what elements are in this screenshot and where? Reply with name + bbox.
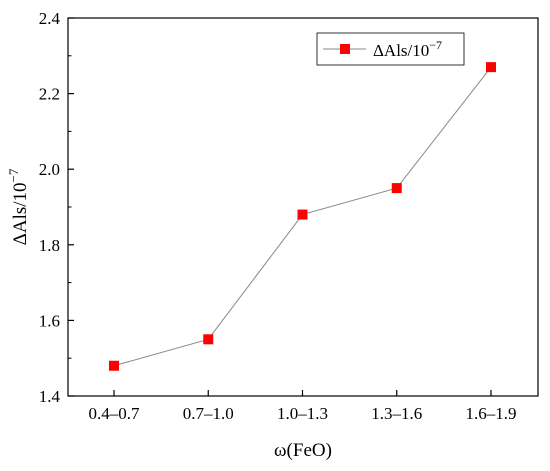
- y-tick-label: 1.6: [39, 311, 60, 330]
- y-tick-label: 1.4: [39, 387, 61, 406]
- y-tick-label: 2.4: [39, 9, 61, 28]
- data-point: [486, 62, 496, 73]
- series-layer: [109, 62, 496, 371]
- y-tick-label: 2.2: [39, 85, 60, 104]
- legend: ΔAls/10−7: [316, 32, 465, 66]
- x-axis-label: ω(FeO): [274, 440, 332, 461]
- data-point: [203, 334, 214, 345]
- legend-marker: [340, 44, 350, 54]
- x-tick-label: 1.3–1.6: [371, 404, 422, 423]
- y-tick-label: 2.0: [39, 160, 60, 179]
- y-axis: 1.4 1.6 1.8 2.0 2.2 2.4: [39, 9, 74, 406]
- x-tick-label: 0.7–1.0: [183, 404, 234, 423]
- data-point: [109, 360, 119, 371]
- x-tick-label: 1.0–1.3: [277, 404, 328, 423]
- data-point: [297, 209, 308, 220]
- x-axis: 0.4–0.7 0.7–1.0 1.0–1.3 1.3–1.6 1.6–1.9: [89, 390, 517, 423]
- plot-frame: [67, 17, 539, 397]
- y-axis-label: ΔAls/10−7: [6, 168, 31, 245]
- x-tick-label: 1.6–1.9: [466, 404, 517, 423]
- y-tick-label: 1.8: [39, 236, 60, 255]
- data-point: [391, 183, 402, 194]
- legend-label: ΔAls/10−7: [373, 38, 442, 60]
- x-tick-label: 0.4–0.7: [89, 404, 141, 423]
